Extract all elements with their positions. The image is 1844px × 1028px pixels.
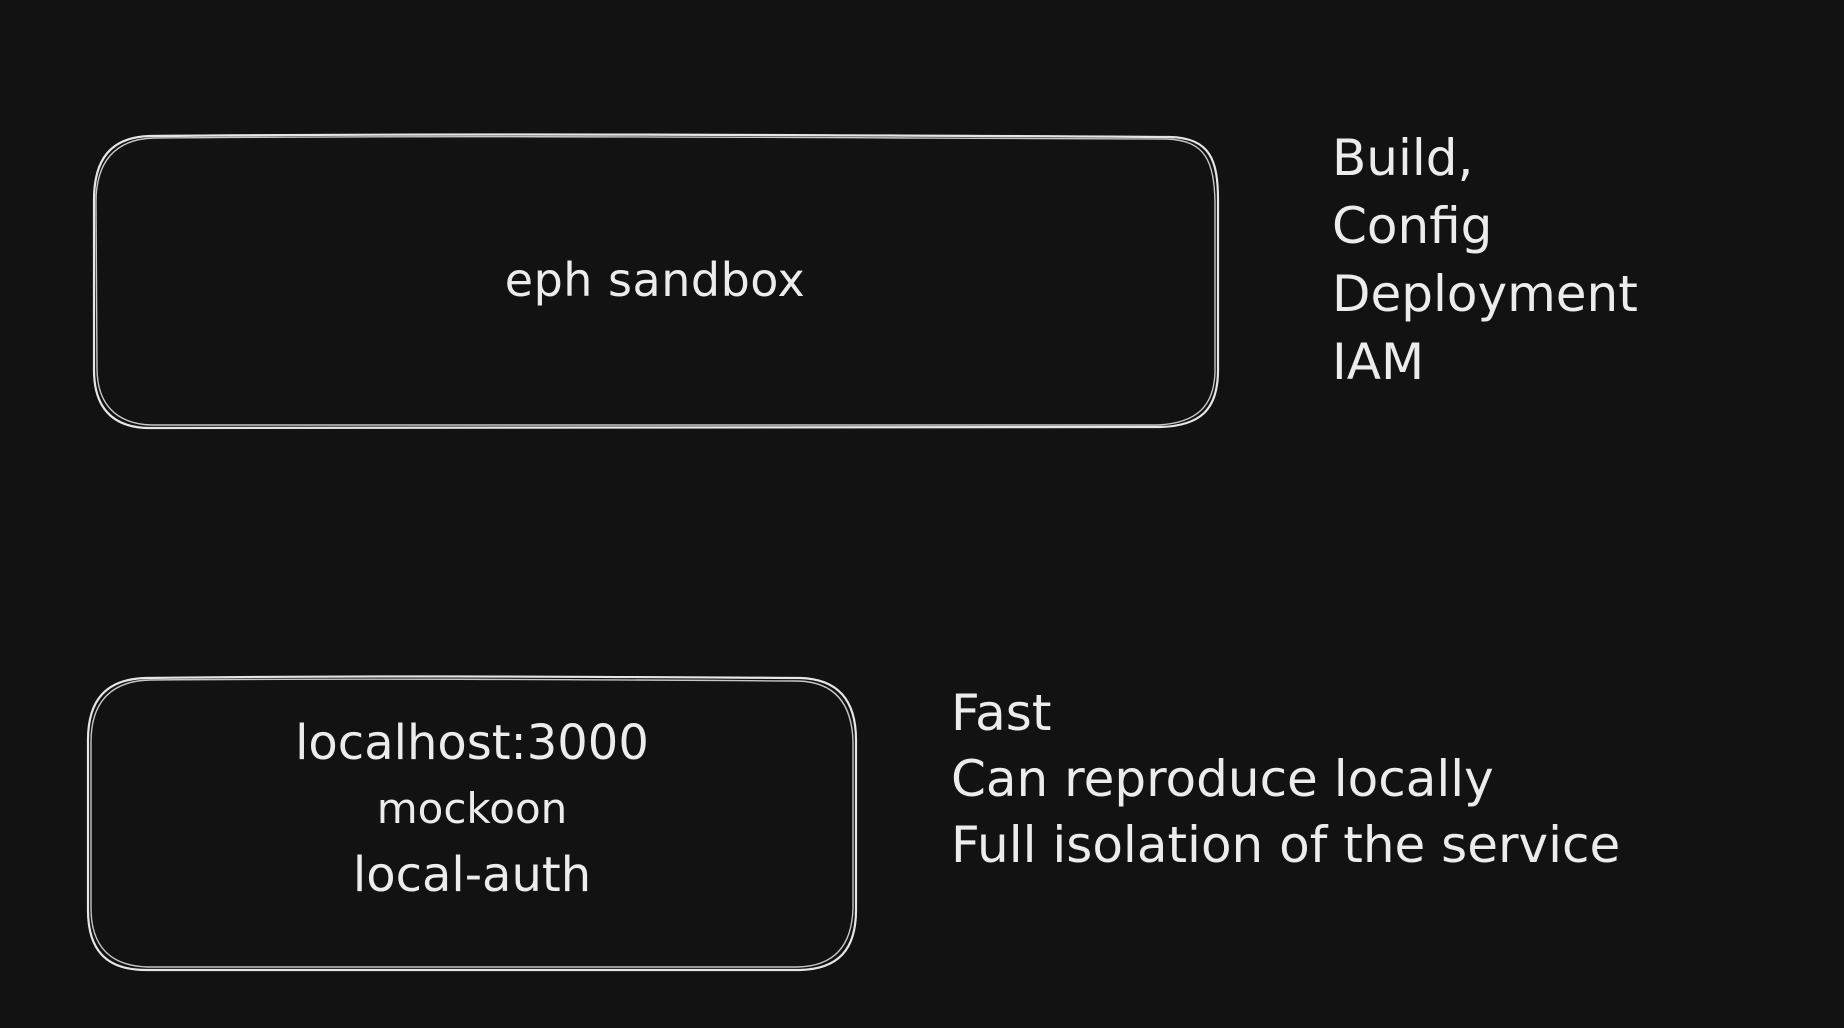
local-services-box[interactable] <box>86 675 858 972</box>
local-notes: Fast Can reproduce locally Full isolatio… <box>951 680 1620 878</box>
local-auth-label: local-auth <box>352 847 592 903</box>
note-build: Build, <box>1332 129 1474 187</box>
note-iam: IAM <box>1332 333 1425 391</box>
eph-sandbox-label: eph sandbox <box>504 253 806 307</box>
localhost-label: localhost:3000 <box>295 715 649 771</box>
note-fast: Fast <box>951 684 1052 742</box>
eph-sandbox-box[interactable] <box>92 133 1220 430</box>
mockoon-label: mockoon <box>376 784 568 833</box>
note-config: Config <box>1332 197 1493 255</box>
local-services-labels: localhost:3000 mockoon local-auth <box>86 710 858 908</box>
sandbox-notes: Build, Config Deployment IAM <box>1332 124 1638 396</box>
note-deployment: Deployment <box>1332 265 1638 323</box>
note-full-isolation: Full isolation of the service <box>951 816 1621 874</box>
note-reproduce-locally: Can reproduce locally <box>951 750 1494 808</box>
